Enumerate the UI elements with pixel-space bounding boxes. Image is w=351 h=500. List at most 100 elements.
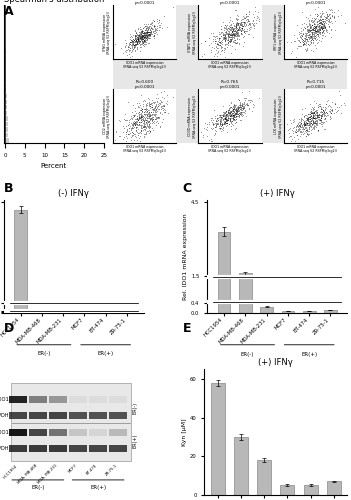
Point bbox=[134, 38, 140, 46]
Point bbox=[143, 33, 149, 41]
Point bbox=[218, 32, 224, 40]
Point bbox=[320, 28, 326, 36]
Point bbox=[123, 39, 128, 47]
Point bbox=[147, 26, 153, 34]
Point bbox=[162, 108, 168, 116]
Point bbox=[217, 124, 223, 132]
Point bbox=[230, 38, 236, 46]
Point bbox=[230, 114, 236, 122]
Point bbox=[302, 119, 307, 127]
Point bbox=[151, 34, 157, 42]
Point bbox=[227, 31, 233, 39]
Point bbox=[310, 118, 316, 126]
Point bbox=[318, 22, 324, 30]
Point bbox=[139, 112, 145, 120]
Point bbox=[319, 113, 324, 121]
Point bbox=[146, 31, 152, 39]
Point bbox=[307, 22, 313, 30]
Point bbox=[135, 116, 140, 124]
Point bbox=[141, 37, 146, 45]
Point bbox=[161, 88, 166, 96]
Point bbox=[134, 29, 139, 37]
Point bbox=[125, 46, 130, 54]
Point bbox=[308, 32, 313, 40]
Point bbox=[152, 117, 157, 125]
Point bbox=[313, 108, 319, 116]
Point bbox=[314, 112, 320, 120]
Point bbox=[154, 26, 160, 34]
Point bbox=[224, 114, 229, 122]
Point bbox=[142, 31, 147, 39]
Point bbox=[332, 99, 338, 107]
Point bbox=[223, 115, 229, 123]
Point bbox=[220, 114, 225, 122]
Text: ER(-): ER(-) bbox=[37, 351, 51, 356]
Point bbox=[152, 32, 157, 40]
Y-axis label: Rel. IDO1 mRNA expression: Rel. IDO1 mRNA expression bbox=[183, 213, 188, 300]
Point bbox=[133, 32, 139, 40]
Point bbox=[317, 12, 323, 20]
Point bbox=[147, 126, 152, 134]
Point bbox=[306, 113, 311, 121]
Point bbox=[318, 23, 324, 31]
Point bbox=[228, 37, 234, 45]
Point bbox=[233, 104, 239, 112]
Point bbox=[213, 37, 219, 45]
Point bbox=[149, 102, 154, 110]
Point bbox=[133, 40, 139, 48]
Point bbox=[308, 32, 313, 40]
Point bbox=[145, 28, 150, 36]
Point bbox=[126, 120, 131, 128]
Point bbox=[312, 114, 317, 122]
Point bbox=[251, 22, 257, 30]
Point bbox=[127, 40, 132, 48]
Point bbox=[148, 114, 154, 122]
Point bbox=[237, 101, 243, 109]
Point bbox=[144, 24, 150, 32]
Point bbox=[156, 100, 161, 108]
Point bbox=[245, 12, 251, 20]
Point bbox=[129, 131, 134, 139]
Point bbox=[132, 117, 137, 125]
Point bbox=[122, 42, 128, 50]
Point bbox=[132, 130, 138, 138]
Point bbox=[308, 126, 314, 134]
Point bbox=[132, 32, 138, 40]
Point bbox=[217, 119, 222, 127]
Point bbox=[130, 118, 135, 126]
Point bbox=[126, 124, 132, 132]
Point bbox=[124, 41, 129, 49]
Point bbox=[308, 112, 313, 120]
Point bbox=[157, 99, 162, 107]
Point bbox=[237, 104, 243, 112]
Point bbox=[148, 99, 154, 107]
Point bbox=[223, 112, 229, 120]
Point bbox=[312, 110, 317, 118]
Point bbox=[128, 36, 134, 44]
Point bbox=[229, 106, 234, 114]
Point bbox=[309, 115, 314, 123]
Point bbox=[254, 12, 260, 20]
Point bbox=[240, 33, 246, 41]
Point bbox=[327, 18, 332, 26]
Point bbox=[206, 136, 212, 143]
Point bbox=[225, 116, 231, 124]
Point bbox=[218, 120, 224, 128]
Point bbox=[315, 26, 320, 34]
Point bbox=[235, 29, 241, 37]
Point bbox=[155, 112, 161, 120]
Point bbox=[226, 28, 232, 36]
Point bbox=[315, 100, 321, 108]
Point bbox=[237, 102, 243, 110]
Point bbox=[233, 113, 239, 121]
Point bbox=[298, 130, 303, 138]
Point bbox=[326, 4, 332, 12]
Point bbox=[237, 111, 242, 119]
Point bbox=[129, 120, 135, 128]
Point bbox=[303, 36, 308, 44]
Point bbox=[226, 108, 232, 116]
Point bbox=[137, 32, 143, 40]
Point bbox=[241, 18, 247, 26]
Point bbox=[228, 110, 234, 118]
Point bbox=[311, 104, 317, 112]
